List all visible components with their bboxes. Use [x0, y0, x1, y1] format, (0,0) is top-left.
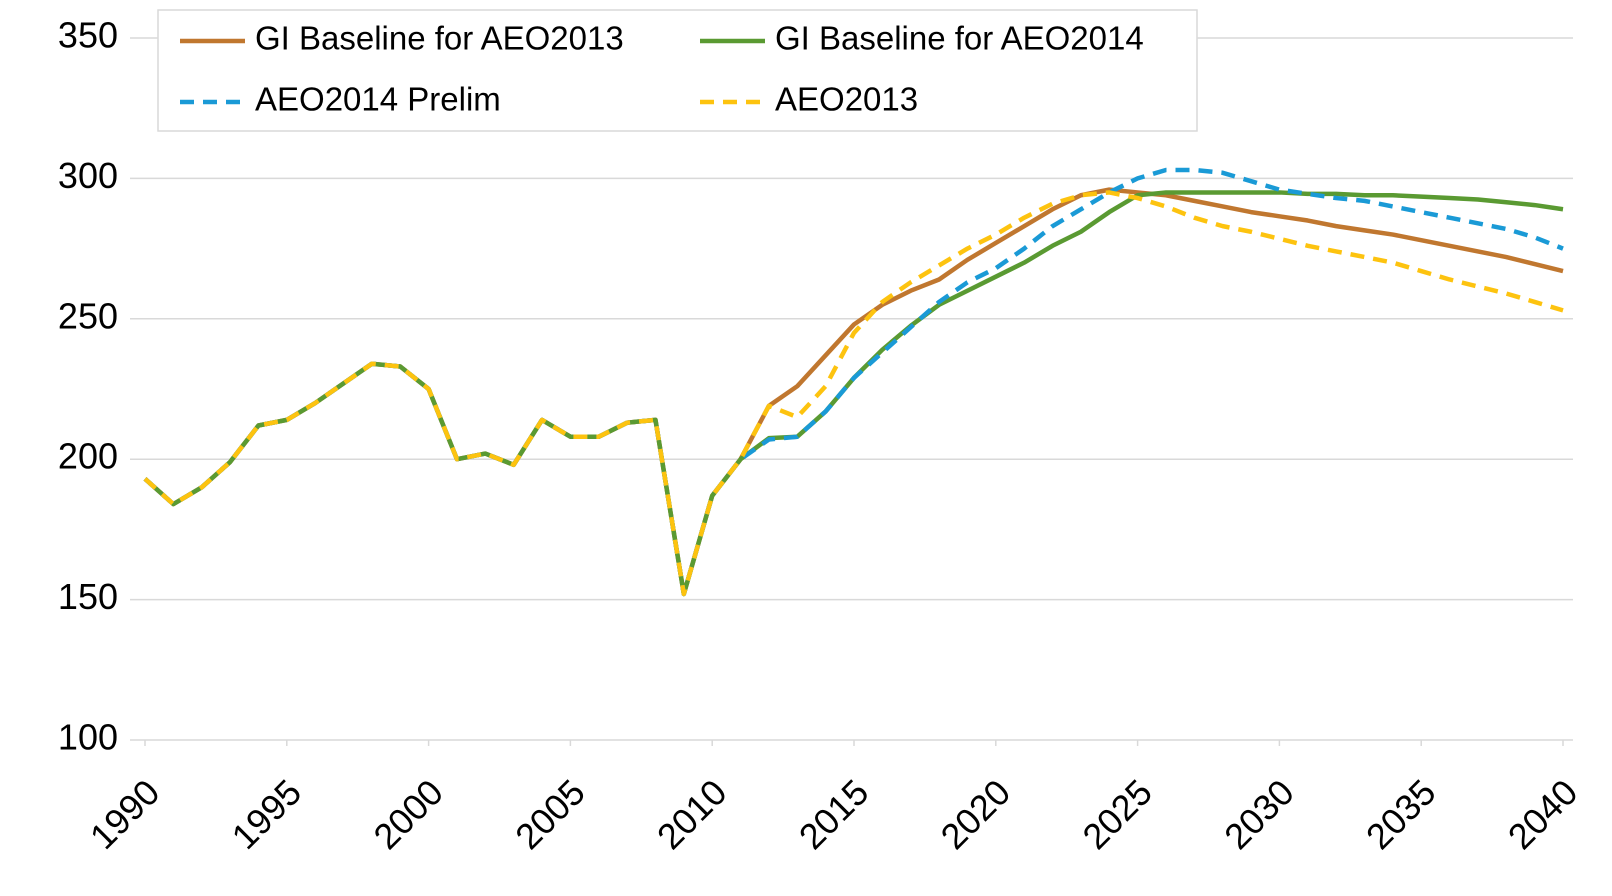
y-tick-label: 350: [58, 15, 118, 56]
legend-label: GI Baseline for AEO2013: [255, 20, 624, 57]
y-tick-label: 200: [58, 436, 118, 477]
x-tick-label: 2035: [1358, 771, 1444, 857]
x-tick-label: 2025: [1074, 771, 1160, 857]
legend-label: GI Baseline for AEO2014: [775, 20, 1144, 57]
series-line: [143, 167, 1564, 597]
series-line: [143, 190, 1564, 597]
legend-label: AEO2014 Prelim: [255, 81, 501, 118]
x-tick-label: 1995: [224, 771, 310, 857]
y-tick-label: 250: [58, 295, 118, 336]
x-tick-label: 2040: [1500, 771, 1586, 857]
series-line: [143, 187, 1564, 597]
x-tick-label: 2005: [507, 771, 593, 857]
x-tick-label: 2015: [791, 771, 877, 857]
x-tick-label: 1990: [82, 771, 168, 857]
x-tick-label: 2000: [365, 771, 451, 857]
legend: GI Baseline for AEO2013 GI Baseline for A…: [157, 9, 1198, 132]
x-tick-label: 2030: [1216, 771, 1302, 857]
legend-box: [157, 9, 1198, 132]
x-tick-label: 2020: [933, 771, 1019, 857]
series-line: [143, 190, 1564, 597]
y-tick-label: 150: [58, 576, 118, 617]
y-tick-label: 100: [58, 717, 118, 758]
x-tick-label: 2010: [649, 771, 735, 857]
legend-label: AEO2013: [775, 81, 918, 118]
y-tick-label: 300: [58, 155, 118, 196]
